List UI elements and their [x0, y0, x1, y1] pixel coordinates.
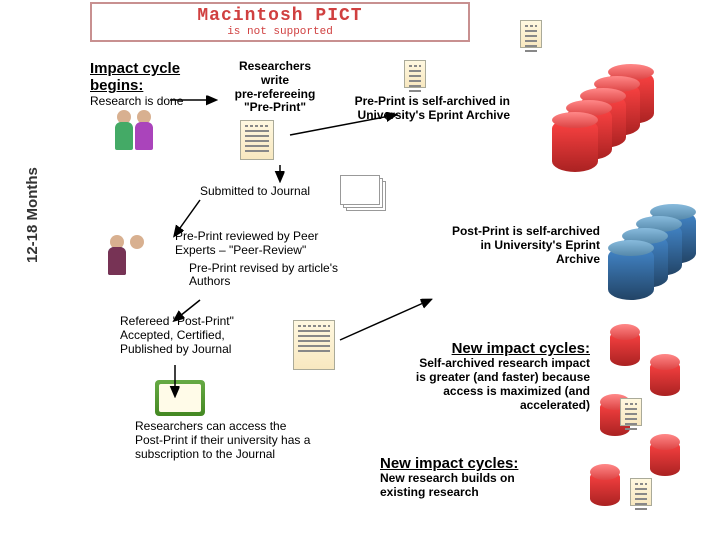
flow-arrows [0, 0, 720, 540]
